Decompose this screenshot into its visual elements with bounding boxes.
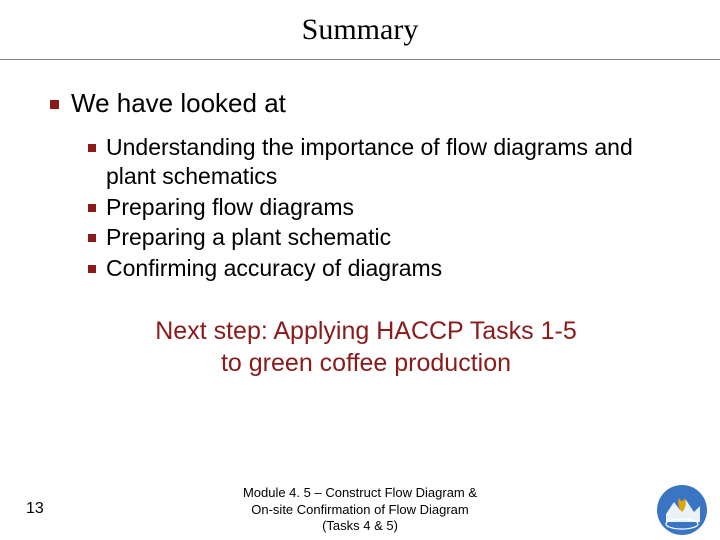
title-bar: Summary (0, 0, 720, 60)
bullet-text: Preparing flow diagrams (106, 193, 354, 222)
bullet-square-icon (50, 100, 59, 109)
list-item: Confirming accuracy of diagrams (88, 254, 682, 283)
module-caption: Module 4. 5 – Construct Flow Diagram & O… (0, 485, 720, 534)
heading-text: We have looked at (71, 88, 286, 119)
next-step-line2: to green coffee production (110, 347, 622, 380)
bullet-text: Understanding the importance of flow dia… (106, 133, 682, 191)
list-item: Preparing flow diagrams (88, 193, 682, 222)
fao-logo-icon (656, 484, 708, 536)
module-line2: On-site Confirmation of Flow Diagram (0, 502, 720, 518)
slide-content: We have looked at Understanding the impo… (0, 60, 720, 380)
bullet-text: Preparing a plant schematic (106, 223, 391, 252)
bullet-square-icon (88, 204, 96, 212)
page-title: Summary (302, 13, 419, 47)
next-step-block: Next step: Applying HACCP Tasks 1-5 to g… (50, 315, 682, 380)
module-line1: Module 4. 5 – Construct Flow Diagram & (0, 485, 720, 501)
list-item: Preparing a plant schematic (88, 223, 682, 252)
sub-bullets: Understanding the importance of flow dia… (88, 133, 682, 283)
module-line3: (Tasks 4 & 5) (0, 518, 720, 534)
list-item: Understanding the importance of flow dia… (88, 133, 682, 191)
bullet-square-icon (88, 234, 96, 242)
bullet-square-icon (88, 265, 96, 273)
next-step-line1: Next step: Applying HACCP Tasks 1-5 (110, 315, 622, 348)
bullet-text: Confirming accuracy of diagrams (106, 254, 442, 283)
heading-row: We have looked at (50, 88, 682, 119)
bullet-square-icon (88, 144, 96, 152)
footer: 13 Module 4. 5 – Construct Flow Diagram … (0, 478, 720, 540)
